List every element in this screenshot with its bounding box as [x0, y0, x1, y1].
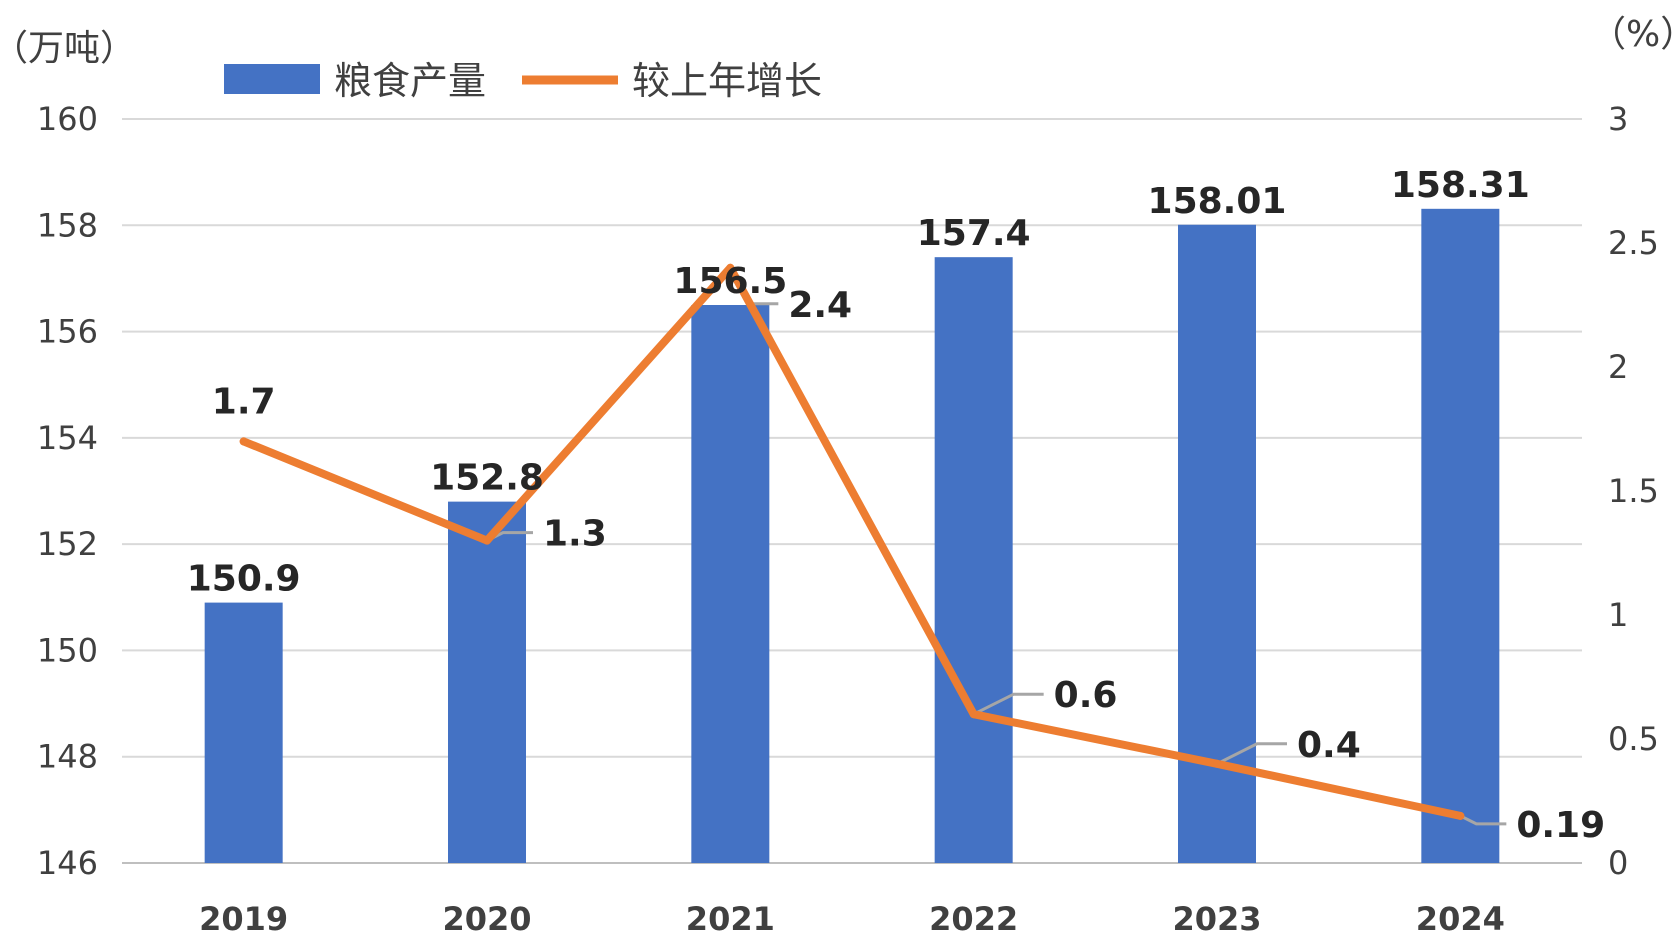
line-value-label: 1.3	[543, 514, 607, 555]
x-tick-label: 2020	[442, 900, 531, 938]
gridlines	[122, 118, 1582, 864]
legend: 粮食产量 较上年增长	[224, 59, 822, 103]
left-axis: 146 148 150 152 154 156 158 160	[37, 100, 98, 882]
x-tick-label: 2024	[1416, 900, 1505, 938]
right-axis: 0 0.5 1 1.5 2 2.5 3	[1608, 100, 1659, 882]
bar-value-label: 156.5	[673, 261, 787, 302]
line-value-label: 0.4	[1297, 725, 1361, 766]
left-axis-unit: （万吨）	[0, 28, 136, 69]
leader-line	[1459, 814, 1507, 826]
right-tick-label: 2.5	[1608, 224, 1659, 262]
line-point	[1213, 759, 1221, 768]
x-tick-label: 2021	[686, 900, 775, 938]
bar	[1421, 208, 1500, 864]
x-axis: 2019 2020 2021 2022 2023 2024	[199, 900, 1505, 938]
line-series	[239, 263, 1465, 820]
right-tick-label: 1	[1608, 596, 1628, 634]
right-tick-label: 1.5	[1608, 472, 1659, 510]
bar-value-label: 157.4	[917, 213, 1031, 254]
leader-line	[1216, 742, 1287, 766]
left-tick-label: 146	[37, 844, 98, 882]
legend-bar-label: 粮食产量	[334, 59, 486, 103]
line-value-label: 0.19	[1516, 805, 1605, 846]
line-value-label: 0.6	[1054, 675, 1118, 716]
bar	[691, 305, 770, 863]
line-value-label: 2.4	[788, 285, 852, 326]
bar-series	[204, 208, 1500, 864]
bar	[934, 257, 1013, 864]
right-axis-unit: （%）	[1590, 14, 1679, 55]
x-tick-label: 2019	[199, 900, 288, 938]
right-tick-label: 2	[1608, 348, 1628, 386]
line-point	[969, 710, 978, 719]
bar-value-label: 158.31	[1391, 165, 1530, 206]
right-tick-label: 3	[1608, 100, 1628, 138]
left-tick-label: 148	[37, 738, 98, 776]
right-tick-label: 0	[1608, 844, 1628, 882]
line-point	[483, 536, 491, 545]
left-tick-label: 160	[37, 100, 98, 138]
line-point	[239, 437, 248, 446]
leader-line	[972, 692, 1044, 716]
line-value-label: 1.7	[212, 381, 276, 422]
bar	[448, 501, 526, 863]
left-tick-label: 158	[37, 206, 98, 244]
right-tick-label: 0.5	[1608, 720, 1659, 758]
data-labels: 150.9 152.8 156.5 157.4 158.01 158.31 1.7 1.3 2.…	[187, 165, 1605, 846]
left-tick-label: 152	[37, 525, 98, 563]
x-tick-label: 2023	[1172, 900, 1261, 938]
bar-value-label: 158.01	[1148, 181, 1287, 222]
bar-value-label: 152.8	[430, 458, 544, 499]
growth-line	[239, 263, 1465, 820]
left-tick-label: 154	[37, 419, 98, 457]
line-point	[726, 263, 735, 272]
bar-value-label: 150.9	[187, 559, 301, 600]
x-tick-label: 2022	[929, 900, 1018, 938]
left-tick-label: 150	[37, 631, 98, 669]
line-point	[1456, 811, 1465, 820]
bar	[204, 602, 283, 863]
legend-bar-swatch	[224, 64, 320, 94]
legend-line-label: 较上年增长	[632, 59, 822, 103]
left-tick-label: 156	[37, 313, 98, 351]
